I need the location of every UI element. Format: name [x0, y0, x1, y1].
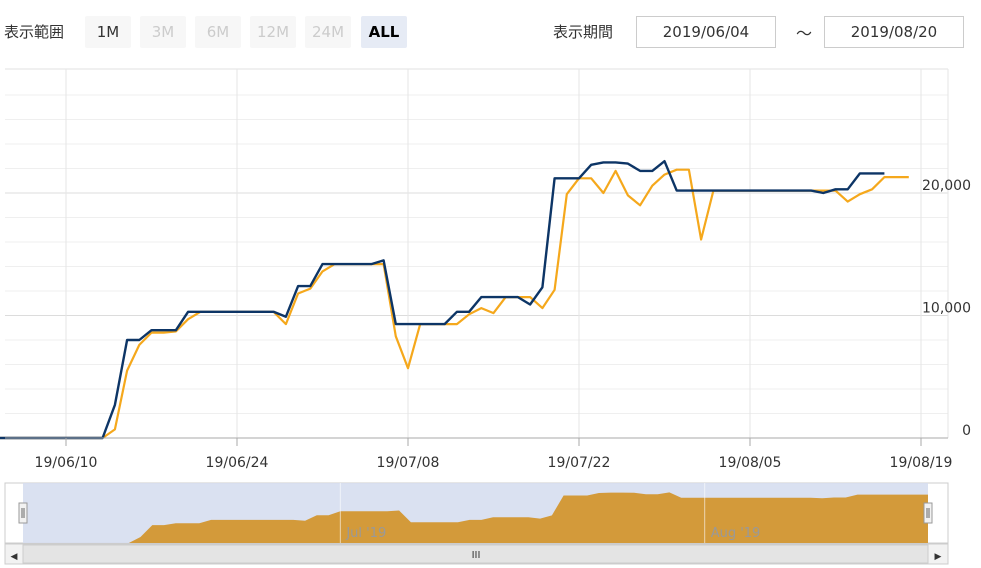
toolbar: 表示範囲 1M 3M 6M 12M 24M ALL 表示期間 ～: [0, 0, 981, 62]
scroll-left-arrow-icon[interactable]: ◀: [11, 552, 18, 562]
navigator-right-handle[interactable]: [923, 502, 933, 524]
chart-grid: [5, 68, 949, 438]
y-axis: 0 10,000 20,000: [922, 178, 971, 439]
period-label: 表示期間: [553, 23, 614, 41]
range-button-all[interactable]: ALL: [361, 16, 407, 48]
x-tick-label: 19/06/24: [206, 455, 269, 471]
range-button-3m[interactable]: 3M: [140, 16, 186, 48]
handle-body: [923, 502, 933, 524]
navigator: Jul '19 Aug '19 III ◀ ▶: [4, 482, 949, 565]
scrollbar-grip: III: [472, 550, 481, 561]
navigator-left-handle[interactable]: [18, 502, 28, 524]
x-tick-label: 19/07/08: [377, 455, 440, 471]
to-date-input[interactable]: [824, 16, 964, 48]
series-line-2: [0, 160, 885, 440]
scroll-right-arrow-icon[interactable]: ▶: [935, 552, 942, 562]
x-tick-label: 19/07/22: [548, 455, 611, 471]
scrollbar: III ◀ ▶: [4, 543, 949, 565]
y-tick-label: 0: [962, 423, 971, 439]
tilde-separator: ～: [796, 24, 813, 43]
range-button-6m[interactable]: 6M: [195, 16, 241, 48]
chart-series: [0, 160, 909, 440]
x-axis: 19/06/10 19/06/24 19/07/08 19/07/22 19/08/05…: [5, 437, 953, 471]
x-tick-label: 19/06/10: [35, 455, 98, 471]
navigator-month-label: Aug '19: [711, 526, 761, 541]
from-date-input[interactable]: [636, 16, 776, 48]
series-line-1: [0, 168, 909, 440]
navigator-area: [23, 492, 928, 543]
navigator-month-label: Jul '19: [345, 526, 386, 541]
range-button-12m[interactable]: 12M: [250, 16, 296, 48]
range-button-1m[interactable]: 1M: [85, 16, 131, 48]
y-tick-label: 20,000: [922, 178, 971, 194]
x-tick-label: 19/08/19: [890, 455, 953, 471]
x-tick-label: 19/08/05: [719, 455, 782, 471]
range-button-24m[interactable]: 24M: [305, 16, 351, 48]
range-label: 表示範囲: [4, 23, 65, 41]
handle-body: [18, 502, 28, 524]
y-tick-label: 10,000: [922, 301, 971, 317]
scrollbar-thumb[interactable]: [22, 544, 929, 564]
